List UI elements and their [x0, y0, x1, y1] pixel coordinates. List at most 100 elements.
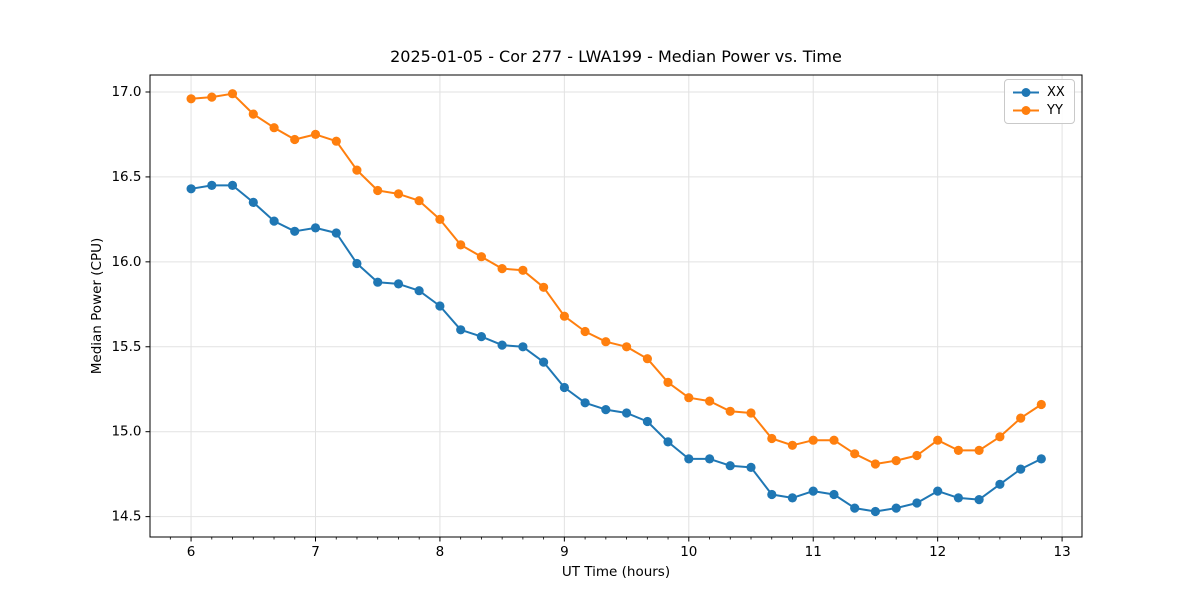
data-point-YY	[1016, 413, 1026, 423]
data-point-YY	[767, 433, 777, 444]
data-point-XX	[725, 461, 735, 471]
legend-item-yy: YY	[1012, 104, 1067, 117]
data-point-YY	[518, 265, 528, 275]
data-point-YY	[746, 408, 756, 418]
plot-border	[149, 74, 1083, 538]
y-tick-label: 15.5	[111, 339, 141, 355]
data-point-XX	[456, 325, 466, 335]
data-point-XX	[497, 340, 507, 350]
data-point-XX	[829, 489, 839, 500]
data-point-XX	[290, 226, 300, 236]
data-point-YY	[476, 252, 486, 262]
data-point-XX	[870, 506, 881, 517]
data-point-YY	[414, 196, 424, 206]
data-point-XX	[746, 462, 756, 472]
x-tick-label: 6	[187, 544, 196, 560]
data-point-XX	[953, 493, 964, 503]
y-tick-label: 15.0	[111, 424, 141, 440]
x-tick-label: 9	[560, 544, 569, 560]
data-point-XX	[414, 286, 424, 296]
y-tick-label: 16.5	[111, 169, 141, 185]
data-point-XX	[580, 398, 590, 408]
data-point-XX	[539, 357, 549, 367]
data-point-XX	[642, 416, 653, 427]
legend-label-yy: YY	[1047, 102, 1063, 118]
series-line-YY	[190, 92, 1043, 465]
data-point-XX	[331, 228, 341, 238]
data-point-XX	[663, 437, 673, 447]
data-point-XX	[974, 495, 984, 505]
data-point-XX	[601, 405, 611, 415]
data-point-XX	[622, 408, 632, 418]
data-point-XX	[352, 258, 362, 269]
data-point-YY	[891, 456, 901, 466]
x-tick-label: 11	[805, 544, 822, 560]
x-tick-label: 8	[436, 544, 445, 560]
data-point-YY	[705, 396, 715, 406]
legend-line-marker-xx-icon	[1013, 88, 1039, 98]
y-tick-label: 16.0	[111, 254, 141, 270]
data-point-YY	[787, 440, 798, 450]
data-point-YY	[995, 432, 1005, 442]
chart-title: 2025-01-05 - Cor 277 - LWA199 - Median P…	[390, 47, 842, 66]
data-point-YY	[497, 264, 507, 274]
legend: XX YY	[1004, 79, 1075, 124]
data-point-XX	[912, 498, 922, 508]
data-point-XX	[684, 454, 694, 464]
x-tick-label: 10	[680, 544, 697, 560]
data-point-XX	[787, 493, 798, 503]
data-point-XX	[850, 503, 860, 513]
data-point-YY	[559, 311, 570, 321]
data-point-YY	[248, 109, 258, 119]
data-point-YY	[393, 189, 404, 199]
data-point-XX	[227, 180, 238, 190]
data-point-XX	[248, 197, 258, 207]
data-point-YY	[435, 214, 445, 224]
data-point-YY	[207, 92, 217, 102]
data-point-YY	[850, 449, 860, 459]
y-axis-label: Median Power (CPU)	[89, 237, 105, 375]
data-point-YY	[456, 240, 466, 250]
y-tick-label: 14.5	[111, 509, 141, 525]
data-point-XX	[207, 180, 217, 190]
data-point-XX	[269, 216, 279, 226]
data-point-XX	[933, 486, 943, 496]
data-point-XX	[808, 486, 818, 496]
data-point-XX	[393, 279, 404, 289]
data-point-XX	[373, 277, 383, 287]
data-point-XX	[891, 503, 901, 513]
data-point-YY	[933, 435, 943, 445]
legend-line-marker-yy-icon	[1013, 105, 1039, 115]
data-point-YY	[269, 123, 279, 133]
x-tick-label: 12	[929, 544, 946, 560]
data-point-YY	[642, 354, 653, 364]
data-point-YY	[808, 435, 818, 445]
x-tick-label: 7	[311, 544, 320, 560]
data-point-YY	[331, 136, 341, 146]
legend-item-xx: XX	[1012, 86, 1067, 99]
data-point-XX	[310, 223, 321, 233]
data-point-YY	[227, 89, 238, 99]
data-point-YY	[352, 165, 362, 175]
x-tick-label: 13	[1053, 544, 1070, 560]
data-point-XX	[559, 382, 570, 393]
data-point-YY	[870, 459, 881, 469]
data-point-YY	[953, 445, 964, 455]
data-point-YY	[186, 94, 196, 104]
data-point-XX	[1016, 464, 1026, 474]
legend-label-xx: XX	[1047, 85, 1065, 101]
data-point-YY	[539, 282, 549, 292]
data-point-YY	[290, 134, 300, 145]
data-point-YY	[684, 393, 694, 403]
data-point-YY	[663, 377, 673, 387]
data-point-XX	[1036, 454, 1046, 464]
data-point-XX	[476, 332, 486, 342]
data-point-YY	[974, 445, 984, 455]
data-point-YY	[912, 450, 922, 461]
data-point-YY	[601, 337, 611, 347]
data-point-YY	[310, 129, 321, 139]
data-point-YY	[373, 185, 383, 196]
data-point-XX	[435, 301, 445, 311]
